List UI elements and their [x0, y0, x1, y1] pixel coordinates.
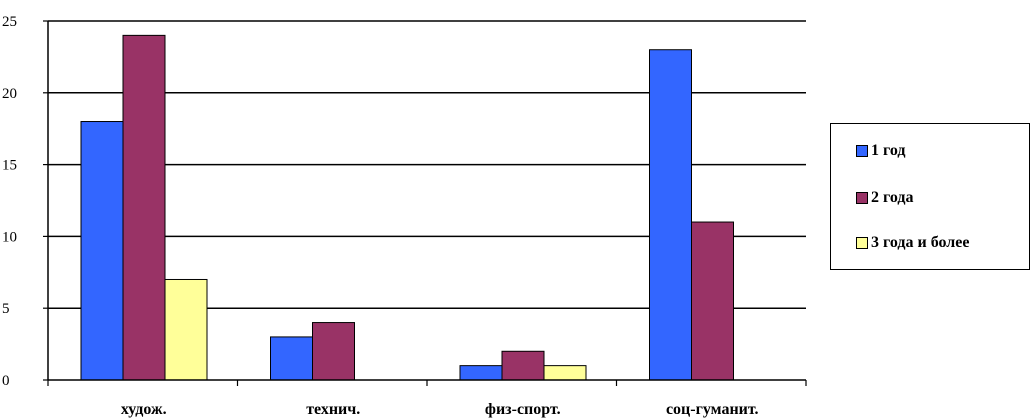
legend-swatch	[856, 192, 868, 204]
bar	[543, 365, 587, 381]
y-tick-label: 10	[2, 229, 17, 245]
legend-item: 1 год	[856, 141, 906, 161]
legend-label: 2 года	[871, 189, 914, 206]
legend-label: 1 год	[871, 142, 906, 159]
y-tick-label: 0	[2, 373, 10, 389]
bar	[501, 350, 545, 381]
bar	[122, 34, 166, 381]
x-category-label: соц-гуманит.	[666, 401, 759, 418]
y-tick-label: 25	[2, 14, 17, 30]
y-tick-labels: 0 5 10 15 20 25	[2, 14, 17, 389]
x-category-labels: худож. технич. физ-спорт. соц-гуманит.	[121, 401, 759, 418]
bar	[164, 278, 208, 381]
legend: 1 год 2 года 3 года и более	[830, 123, 1030, 270]
y-tick-label: 15	[2, 158, 17, 174]
y-tick-label: 5	[2, 301, 10, 317]
bar	[459, 365, 503, 381]
legend-item: 2 года	[856, 188, 914, 208]
axes	[43, 20, 807, 386]
x-category-label: физ-спорт.	[485, 401, 561, 418]
bar	[80, 121, 124, 381]
bar	[691, 221, 734, 381]
legend-item: 3 года и более	[856, 233, 969, 253]
y-tick-label: 20	[2, 86, 17, 102]
legend-swatch	[856, 237, 868, 249]
x-category-label: технич.	[306, 401, 360, 418]
bar	[312, 322, 355, 381]
bars	[80, 34, 734, 381]
legend-label: 3 года и более	[871, 234, 970, 251]
legend-swatch	[856, 145, 868, 157]
bar	[649, 49, 692, 381]
x-category-label: худож.	[121, 401, 167, 418]
bar	[270, 336, 313, 381]
